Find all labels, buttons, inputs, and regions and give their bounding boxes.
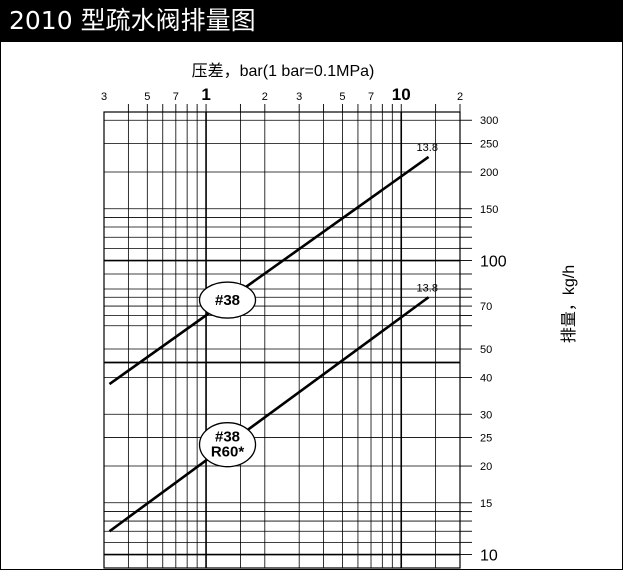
- x-tick-label: 7: [368, 91, 374, 103]
- page-title: 2010 型疏水阀排量图: [9, 6, 256, 35]
- x-tick-label: 10: [392, 85, 411, 104]
- y-tick-label: 15: [480, 498, 492, 510]
- x-tick-label: 5: [339, 91, 345, 103]
- series-label: #38: [215, 292, 240, 309]
- y-tick-label: 250: [480, 139, 498, 151]
- x-tick-label: 2: [262, 91, 268, 103]
- y-tick-label: 300: [480, 115, 498, 127]
- x-tick-label: 1: [201, 85, 210, 104]
- x-tick-label: 3: [296, 91, 302, 103]
- series-end-label: 13.8: [417, 282, 438, 294]
- series-label: R60*: [211, 444, 245, 461]
- plot-border: [103, 111, 461, 569]
- capacity-chart: 3 5 7 1 2 3 5 7 10 2 300 250 200 150 100 70 50 40 30 25 20 15…: [101, 62, 578, 569]
- x-tick-label: 3: [101, 91, 107, 103]
- x-tick-label: 2: [457, 91, 463, 103]
- y-tick-label: 25: [480, 433, 492, 445]
- series-label-ellipse: [198, 422, 257, 468]
- title-bar: 2010 型疏水阀排量图: [0, 0, 623, 42]
- series-end-label: 13.8: [417, 142, 438, 154]
- y-tick-label: 30: [480, 409, 492, 421]
- x-axis-title: 压差，bar(1 bar=0.1MPa): [192, 62, 375, 80]
- y-tick-label: 20: [480, 461, 492, 473]
- y-tick-label: 40: [480, 373, 492, 385]
- series-line: [108, 155, 430, 386]
- y-tick-label: 70: [480, 301, 492, 313]
- grid: [103, 111, 461, 569]
- y-tick-label: 150: [480, 204, 498, 216]
- series-label-ellipse: [198, 281, 257, 319]
- y-tick-label: 100: [480, 254, 507, 271]
- axes: 3 5 7 1 2 3 5 7 10 2 300 250 200 150 100 70 50 40 30 25 20 15…: [101, 85, 507, 565]
- series-label: #38: [215, 429, 240, 446]
- y-axis-title: 排量，kg/h: [560, 265, 578, 343]
- x-tick-label: 5: [144, 91, 150, 103]
- y-tick-label: 50: [480, 344, 492, 356]
- x-tick-label: 7: [173, 91, 179, 103]
- y-tick-label: 200: [480, 167, 498, 179]
- y-tick-label: 10: [480, 548, 498, 565]
- series-line: [108, 296, 430, 533]
